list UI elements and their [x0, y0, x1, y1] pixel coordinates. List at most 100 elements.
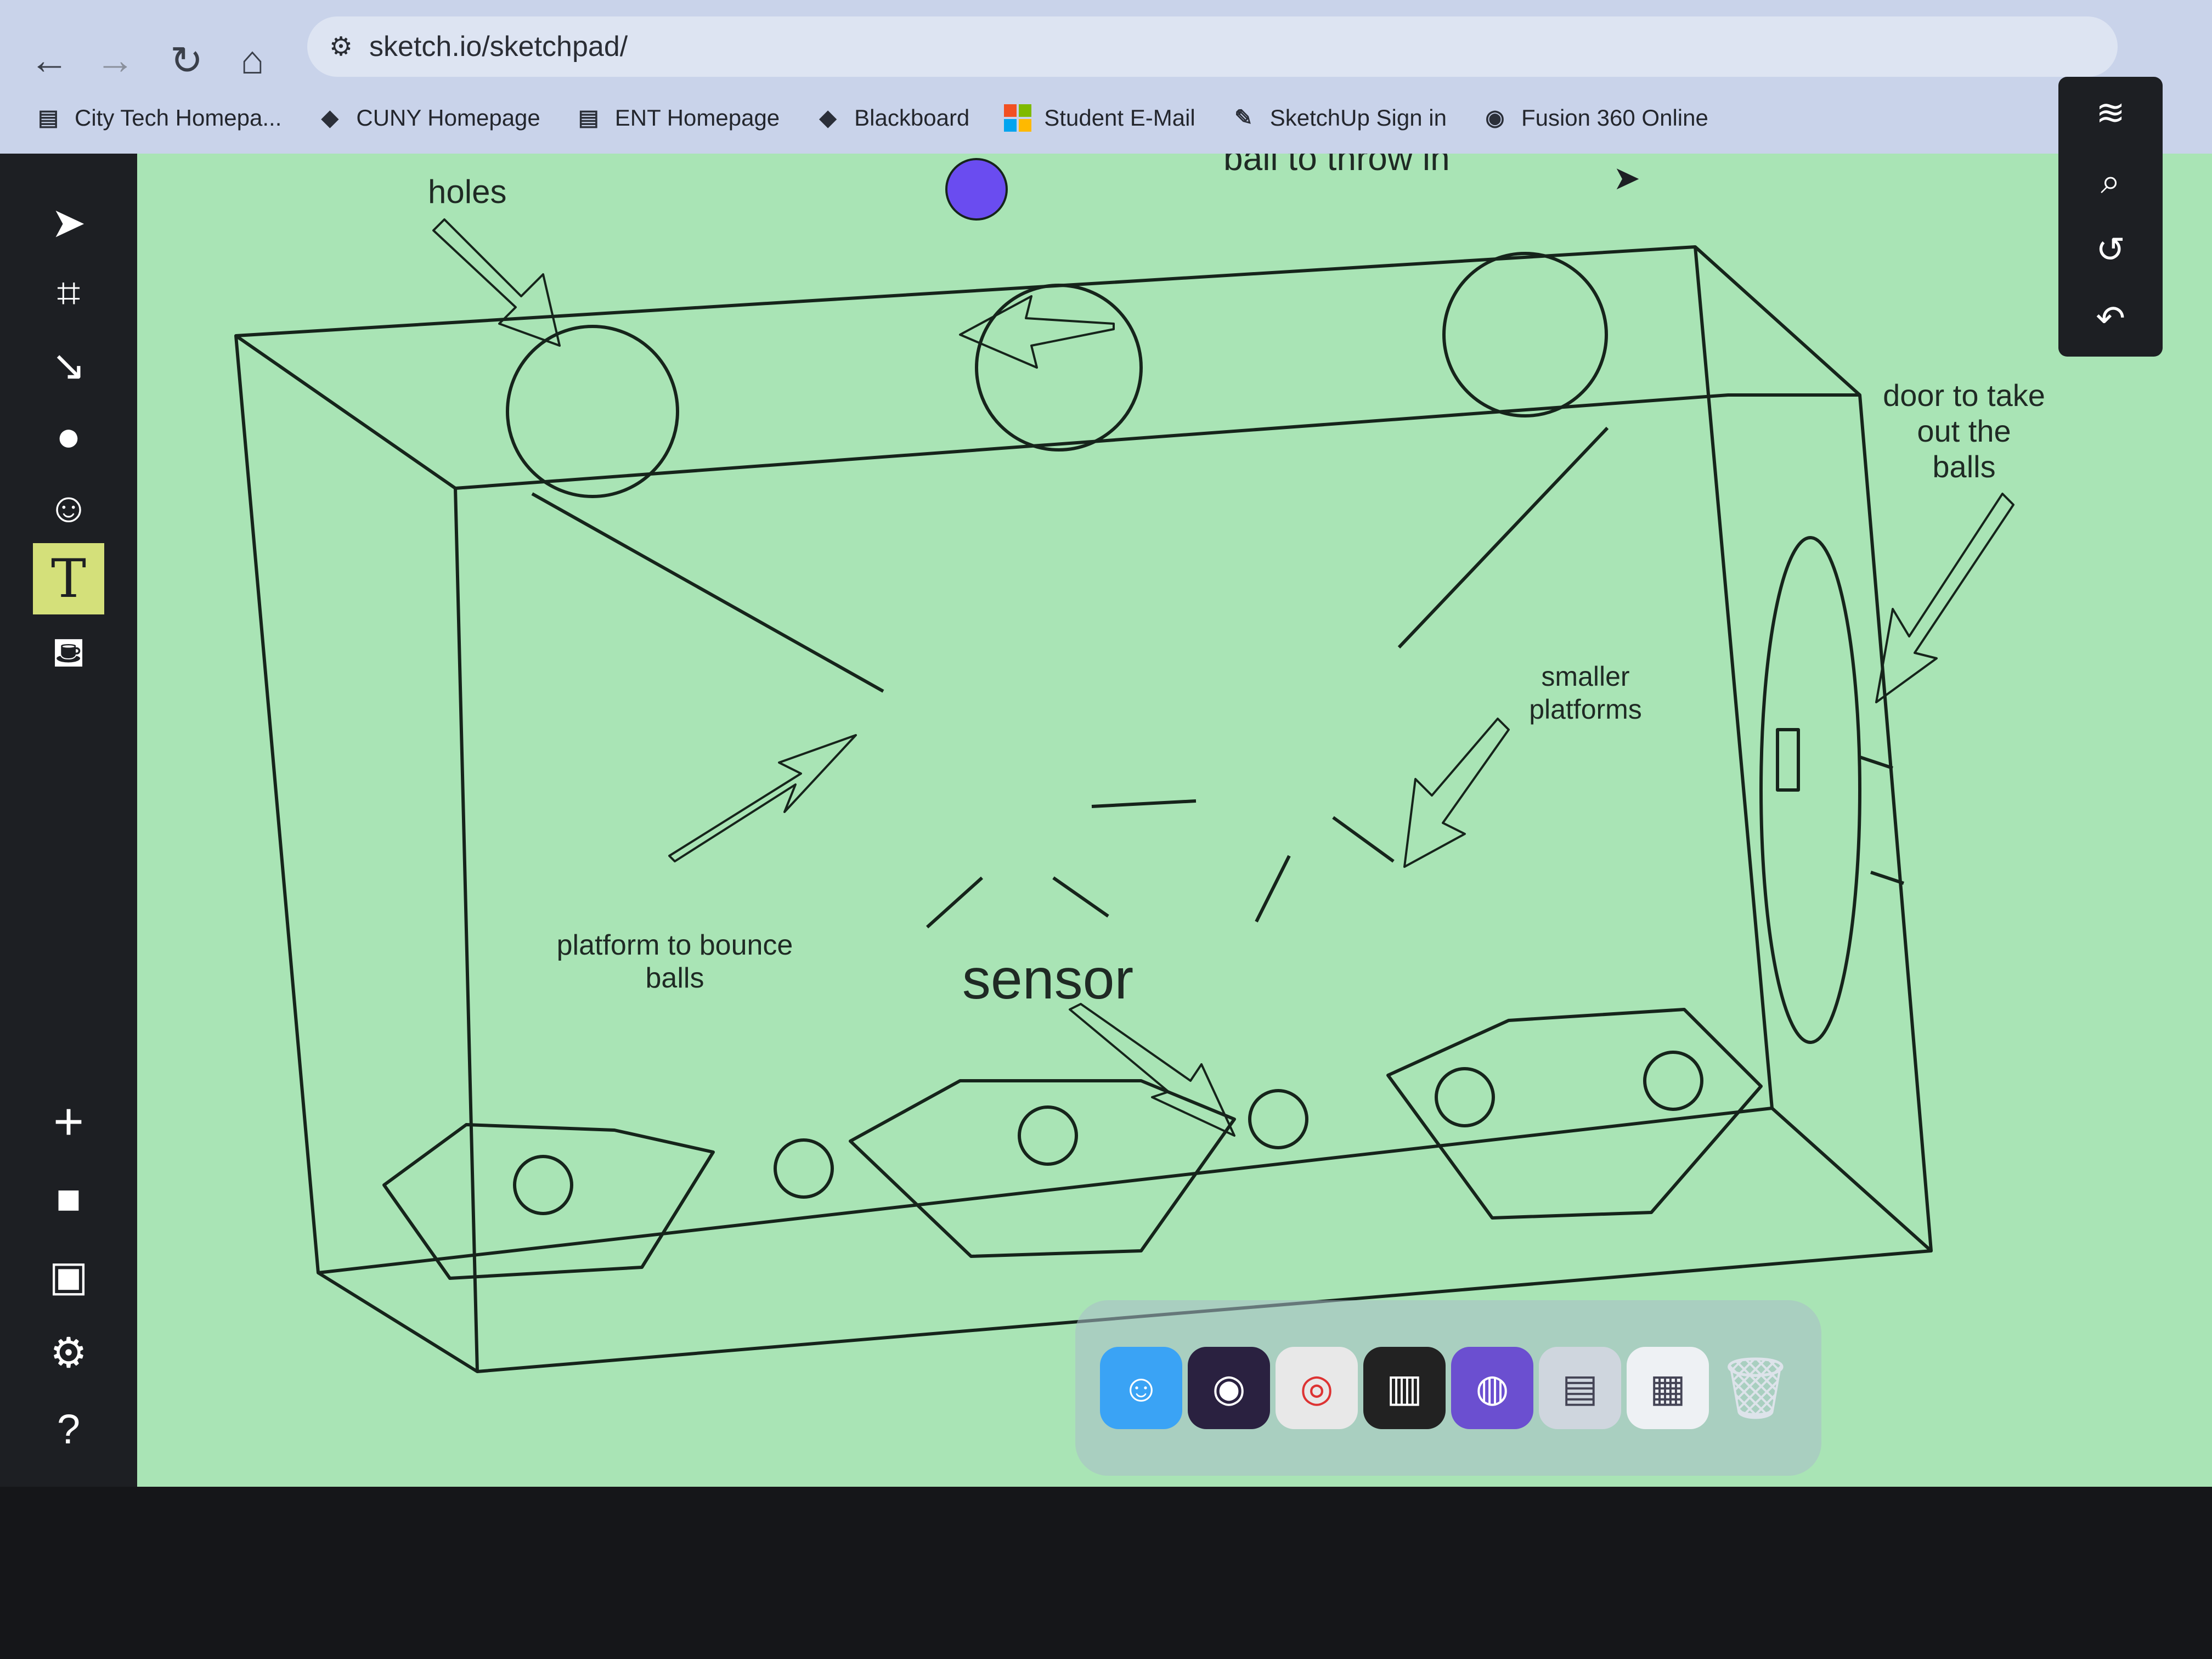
search-zoom-icon[interactable]: ⌕ [2101, 161, 2120, 201]
box-front-left-edge [454, 488, 479, 1372]
platform-left [531, 492, 884, 693]
sensor-circle [1248, 1089, 1308, 1149]
sensor-circle [513, 1155, 573, 1215]
github-desktop-icon[interactable]: ◍ [1451, 1347, 1533, 1429]
label-smaller-1: smaller [1541, 661, 1629, 692]
home-icon[interactable]: ⌂ [240, 38, 264, 82]
downloads-folder-icon[interactable]: ▤ [1539, 1347, 1621, 1429]
settings-gear-icon[interactable]: ⚙ [49, 1329, 88, 1376]
trash-icon[interactable]: 🗑 [1717, 1354, 1794, 1422]
box-bottom-right-edge [1770, 1107, 1933, 1252]
bookmark-cuny[interactable]: ◆ CUNY Homepage [314, 103, 540, 133]
finder-icon[interactable]: ☺ [1100, 1347, 1182, 1429]
bookmark-label: Fusion 360 Online [1521, 105, 1708, 131]
document-preview-icon[interactable]: ▦ [1627, 1347, 1709, 1429]
forward-arrow-icon[interactable]: → [95, 38, 135, 82]
layers-icon[interactable]: ≋ [2096, 92, 2125, 132]
url-text: sketch.io/sketchpad/ [369, 31, 628, 63]
browser-toolbar: ← → ↻ ⌂ ⚙ sketch.io/sketchpad/ ▤ City Te… [0, 0, 2212, 165]
sensor-circle [1643, 1051, 1703, 1111]
address-bar[interactable]: ⚙ sketch.io/sketchpad/ [307, 16, 2118, 77]
hole-1 [506, 325, 679, 498]
right-toolbar: ≋ ⌕ ↺ ↶ [2058, 77, 2163, 357]
door-ellipse [1759, 536, 1861, 1044]
small-platform-3 [1052, 876, 1109, 918]
bookmark-label: ENT Homepage [614, 105, 780, 131]
add-icon[interactable]: + [53, 1092, 84, 1151]
small-platform-2 [926, 876, 984, 929]
reload-icon[interactable]: ↻ [170, 39, 204, 83]
macos-dock: ☺ ◉ ◎ ▥ ◍ ▤ ▦ 🗑 [1075, 1300, 1821, 1476]
text-tool-icon[interactable]: T [33, 543, 104, 614]
ball-arrow [959, 295, 1115, 369]
box-back-right-edge [1694, 246, 1774, 1109]
sensor-hexagon-1 [382, 1123, 715, 1280]
sensor-circle [1018, 1105, 1078, 1166]
chrome-icon[interactable]: ◎ [1276, 1347, 1358, 1429]
bookmarks-bar: ▤ City Tech Homepa... ◆ CUNY Homepage ▤ … [33, 82, 2118, 154]
bookmark-student-email[interactable]: Student E-Mail [1002, 103, 1195, 133]
folder-icon[interactable]: ■ [56, 1175, 81, 1222]
drawing-canvas[interactable] [0, 154, 2212, 1487]
emoji-icon[interactable]: ☺ [47, 484, 90, 531]
help-icon[interactable]: ? [57, 1406, 81, 1453]
platform-right [1397, 426, 1609, 649]
label-holes: holes [428, 173, 506, 210]
bookmark-city-tech[interactable]: ▤ City Tech Homepa... [33, 103, 281, 133]
hole-3 [1442, 252, 1608, 417]
sketchup-logo-icon: ✎ [1234, 106, 1253, 130]
label-door-2: out the [1917, 414, 2011, 448]
label-sensor: sensor [962, 947, 1133, 1011]
sensor-arrow [1069, 1003, 1235, 1137]
piano-app-icon[interactable]: ▥ [1363, 1347, 1446, 1429]
door-hinge-top [1859, 755, 1893, 770]
door-hinge-bottom [1870, 871, 1904, 885]
smaller-platforms-arrow [1403, 718, 1510, 868]
cuny-logo-icon: ◆ [819, 106, 837, 130]
back-arrow-icon[interactable]: ← [30, 38, 69, 82]
sensor-hexagon-2 [849, 1079, 1236, 1258]
bookmark-ent[interactable]: ▤ ENT Homepage [573, 103, 780, 133]
bookmark-fusion[interactable]: ◉ Fusion 360 Online [1480, 103, 1708, 133]
globe-icon: ◉ [1485, 106, 1505, 130]
sensor-hexagon-3 [1386, 1008, 1763, 1220]
bookmark-label: Student E-Mail [1044, 105, 1195, 131]
bookmark-label: City Tech Homepa... [75, 105, 282, 131]
undo-icon[interactable]: ↶ [2096, 298, 2125, 338]
save-icon[interactable]: ▣ [49, 1252, 88, 1300]
label-smaller-2: platforms [1529, 694, 1642, 725]
door-arrow [1875, 493, 2015, 703]
mouse-cursor-icon: ➤ [1613, 160, 1641, 196]
box-front-top-edge [235, 334, 1860, 490]
shape-circle-icon[interactable]: ● [56, 413, 81, 460]
crop-icon[interactable]: ⌗ [57, 269, 81, 317]
bookmark-blackboard[interactable]: ◆ Blackboard [812, 103, 970, 133]
platform-arrow [668, 734, 857, 862]
label-ball: ball to throw in [1223, 154, 1450, 178]
box-back-bottom-edge [318, 1107, 1773, 1274]
sketch-drawing: holes ball to throw in door to take out … [234, 154, 2045, 1373]
sensor-circle [1435, 1067, 1495, 1127]
ball-to-throw [945, 158, 1008, 221]
bookmark-sketchup[interactable]: ✎ SketchUp Sign in [1228, 103, 1447, 133]
bookmark-label: SketchUp Sign in [1269, 105, 1447, 131]
microsoft-logo-icon [1002, 103, 1033, 133]
firefox-icon[interactable]: ◉ [1188, 1347, 1270, 1429]
site-settings-icon[interactable]: ⚙ [329, 32, 353, 61]
bookmark-label: CUNY Homepage [356, 105, 540, 131]
select-pointer-icon[interactable]: ➤ [51, 199, 86, 246]
label-platform-2: balls [646, 962, 704, 994]
cuny-logo-icon: ◆ [321, 106, 338, 130]
arrow-tool-icon[interactable]: ↘ [51, 342, 86, 389]
page-icon: ▤ [578, 106, 599, 130]
label-door-3: balls [1932, 449, 1995, 484]
hole-2 [975, 284, 1143, 452]
left-toolbar: ➤ ⌗ ↘ ● ☺ T ⛾ + ■ ▣ ⚙ ? [0, 154, 137, 1492]
label-door-1: door to take [1883, 378, 2045, 413]
paint-bucket-icon[interactable]: ⛾ [51, 629, 86, 676]
small-platform-1 [1091, 799, 1197, 808]
box-outline [234, 245, 1933, 1373]
bookmark-label: Blackboard [854, 105, 970, 131]
history-icon[interactable]: ↺ [2096, 229, 2125, 269]
